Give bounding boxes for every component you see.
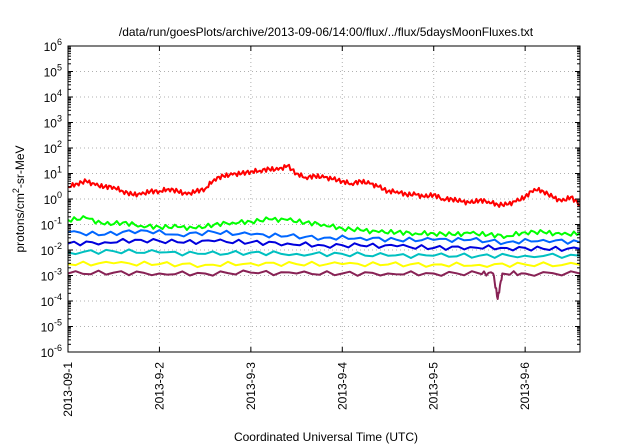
y-tick-label: 10-3 <box>41 267 62 284</box>
x-tick-label: 2013-09-1 <box>61 362 75 417</box>
y-tick-label: 10-4 <box>41 292 62 309</box>
x-tick-label: 2013-9-3 <box>244 362 258 410</box>
y-label-rest: -sr-MeV <box>13 145 27 188</box>
series-layer <box>67 163 581 300</box>
y-axis: 10-6 10-5 10-4 10-3 10-2 10-1 100 101 102 103 104 1… <box>41 37 580 360</box>
chart-title: /data/run/goesPlots/archive/2013-09-06/1… <box>119 25 534 39</box>
y-axis-label: protons/cm2-sr-MeV <box>11 145 27 252</box>
series-line-5 <box>67 248 581 259</box>
x-tick-label: 2013-9-5 <box>427 362 441 410</box>
x-tick-label: 2013-9-2 <box>152 362 166 410</box>
y-tick-label: 103 <box>44 114 62 131</box>
y-tick-label: 106 <box>44 37 62 54</box>
series-line-2 <box>67 215 581 239</box>
y-tick-label: 100 <box>44 190 62 207</box>
y-tick-label: 104 <box>44 88 62 105</box>
y-tick-label: 10-2 <box>41 241 62 258</box>
y-tick-label: 10-1 <box>41 216 62 233</box>
y-label-sup: 2 <box>11 188 21 193</box>
series-line-4 <box>67 237 581 252</box>
y-tick-label: 10-5 <box>41 318 62 335</box>
y-label-base: protons/cm <box>13 193 27 252</box>
y-tick-label: 102 <box>44 139 62 156</box>
x-axis: 2013-09-1 2013-9-2 2013-9-3 2013-9-4 2013-9-… <box>61 46 532 417</box>
x-tick-label: 2013-9-4 <box>335 362 349 410</box>
x-tick-label: 2013-9-6 <box>518 362 532 410</box>
grid-lines <box>68 46 580 352</box>
y-tick-label: 101 <box>44 165 62 182</box>
series-line-3 <box>67 229 581 246</box>
y-tick-label: 10-6 <box>41 343 62 360</box>
series-line-6 <box>67 260 581 269</box>
series-line-7 <box>67 269 581 300</box>
y-tick-label: 105 <box>44 63 62 80</box>
x-axis-label: Coordinated Universal Time (UTC) <box>234 430 418 444</box>
series-line-1 <box>67 163 581 208</box>
